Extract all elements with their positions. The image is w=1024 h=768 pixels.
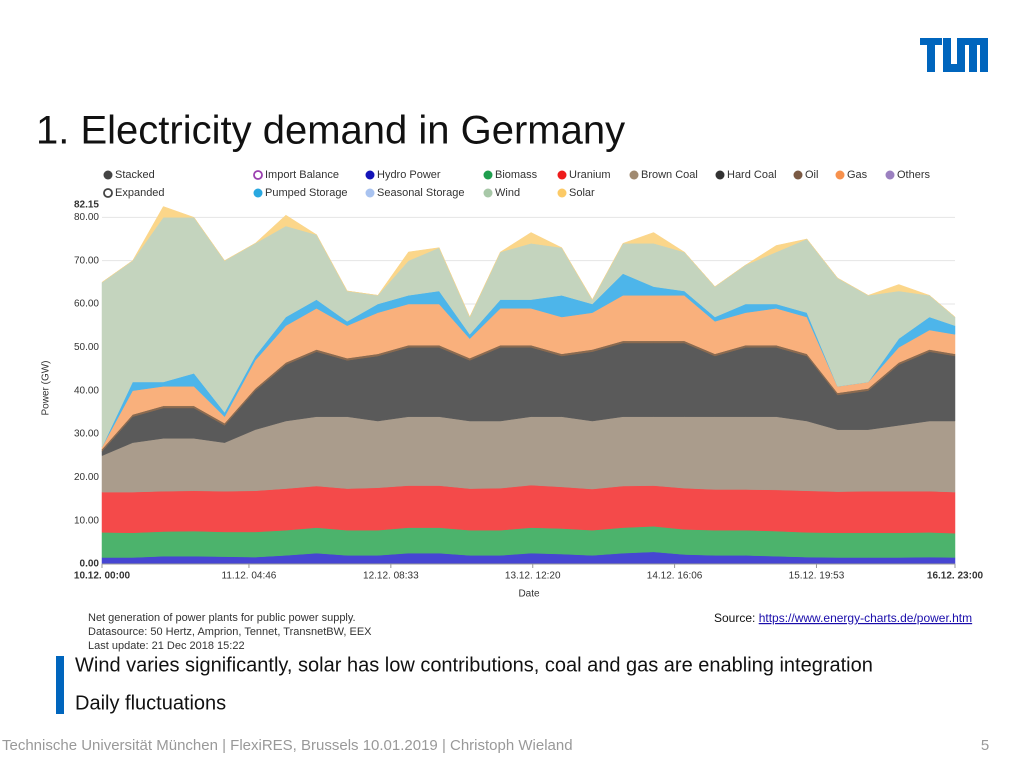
legend-marker [557,188,567,198]
legend-marker [885,170,895,180]
legend-label: Pumped Storage [265,187,348,199]
legend-label: Gas [847,169,868,181]
source-link[interactable]: https://www.energy-charts.de/power.htm [759,611,972,625]
legend-label: Biomass [495,169,538,181]
y-tick-label: 40.00 [74,385,99,396]
tum-logo [920,38,988,72]
legend-marker [253,170,263,180]
y-tick-label: 50.00 [74,342,99,353]
y-tick-label: 0.00 [80,559,100,570]
area [101,484,956,534]
y-tick-label: 82.15 [74,200,99,211]
legend-marker [793,170,803,180]
area [101,206,956,318]
legend-marker [103,170,113,180]
legend-label: Brown Coal [641,169,698,181]
x-tick-label: 13.12. 12:20 [505,571,561,582]
slide-title: 1. Electricity demand in Germany [36,109,625,153]
x-tick-label: 14.12. 16:06 [647,571,703,582]
legend-label: Import Balance [265,169,339,181]
legend-label: Expanded [115,187,165,199]
legend-label: Oil [805,169,818,181]
legend-label: Hard Coal [727,169,777,181]
bullet-bar [56,656,64,714]
x-tick-label: 11.12. 04:46 [222,571,277,582]
y-tick-label: 60.00 [74,299,99,310]
x-axis-label: Date [518,589,540,600]
legend-marker [253,188,263,198]
legend-marker [365,188,375,198]
legend-marker [629,170,639,180]
page-number: 5 [981,737,989,754]
chart-note: Datasource: 50 Hertz, Amprion, Tennet, T… [88,626,372,638]
legend-marker [715,170,725,180]
legend-label: Solar [569,187,595,199]
legend-marker [103,188,113,198]
legend-label: Others [897,169,931,181]
source-label: Source: [714,611,755,625]
legend-label: Uranium [569,169,611,181]
x-tick-label: 16.12. 23:00 [927,571,984,582]
legend-marker [835,170,845,180]
legend-label: Seasonal Storage [377,187,464,199]
bullet: Wind varies significantly, solar has low… [75,654,873,676]
legend-marker [365,170,375,180]
y-tick-label: 70.00 [74,255,99,266]
y-tick-label: 10.00 [74,515,99,526]
legend-marker [483,170,493,180]
legend-marker [557,170,567,180]
x-tick-label: 15.12. 19:53 [789,571,845,582]
bullet: Daily fluctuations [75,692,226,714]
x-tick-label: 10.12. 00:00 [74,571,131,582]
chart-note: Net generation of power plants for publi… [88,612,356,624]
source: Source: https://www.energy-charts.de/pow… [714,611,972,625]
x-tick-label: 12.12. 08:33 [363,571,419,582]
legend-label: Hydro Power [377,169,441,181]
legend-label: Wind [495,187,520,199]
y-axis-label: Power (GW) [41,361,52,416]
y-tick-label: 80.00 [74,212,99,223]
legend-label: Stacked [115,169,155,181]
legend-marker [483,188,493,198]
footer: Technische Universität München | FlexiRE… [2,737,573,754]
chart-note: Last update: 21 Dec 2018 15:22 [88,640,245,652]
y-tick-label: 20.00 [74,472,99,483]
y-tick-label: 30.00 [74,429,99,440]
